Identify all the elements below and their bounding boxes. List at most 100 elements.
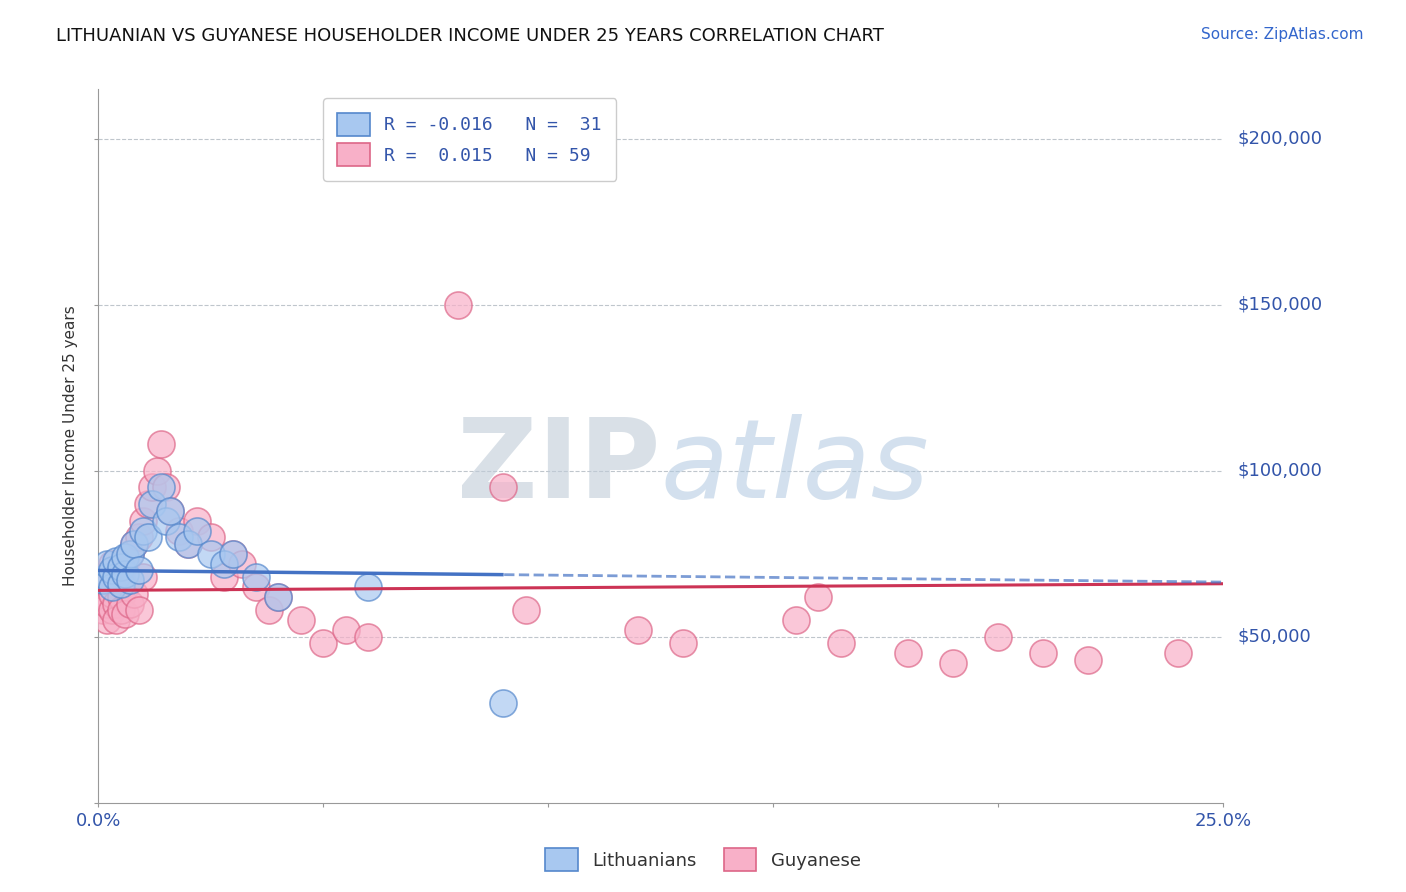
Point	[105, 574, 128, 588]
Legend: R = -0.016   N =  31, R =  0.015   N = 59: R = -0.016 N = 31, R = 0.015 N = 59	[323, 98, 616, 181]
Point	[91, 603, 114, 617]
Y-axis label: Householder Income Under 25 years: Householder Income Under 25 years	[63, 306, 79, 586]
Point	[114, 557, 136, 571]
Point	[942, 657, 965, 671]
Point	[132, 514, 155, 528]
Point	[124, 537, 146, 551]
Point	[118, 547, 141, 561]
Point	[101, 580, 124, 594]
Point	[114, 566, 136, 581]
Point	[222, 547, 245, 561]
Point	[357, 630, 380, 644]
Point	[267, 590, 290, 604]
Point	[105, 597, 128, 611]
Point	[128, 564, 150, 578]
Point	[96, 580, 118, 594]
Point	[186, 514, 208, 528]
Point	[335, 624, 357, 638]
Point	[312, 636, 335, 650]
Point	[118, 547, 141, 561]
Point	[807, 590, 830, 604]
Point	[290, 613, 312, 627]
Point	[110, 560, 132, 574]
Point	[105, 553, 128, 567]
Point	[177, 537, 200, 551]
Point	[101, 603, 124, 617]
Point	[96, 613, 118, 627]
Text: Source: ZipAtlas.com: Source: ZipAtlas.com	[1201, 27, 1364, 42]
Point	[136, 497, 159, 511]
Point	[159, 504, 181, 518]
Text: $200,000: $200,000	[1237, 130, 1322, 148]
Point	[96, 557, 118, 571]
Point	[150, 481, 173, 495]
Point	[672, 636, 695, 650]
Point	[146, 464, 169, 478]
Text: ZIP: ZIP	[457, 414, 661, 521]
Text: atlas: atlas	[661, 414, 929, 521]
Point	[114, 580, 136, 594]
Point	[515, 603, 537, 617]
Point	[110, 576, 132, 591]
Point	[222, 547, 245, 561]
Point	[627, 624, 650, 638]
Point	[492, 696, 515, 710]
Point	[186, 524, 208, 538]
Point	[214, 570, 236, 584]
Point	[492, 481, 515, 495]
Legend: Lithuanians, Guyanese: Lithuanians, Guyanese	[538, 841, 868, 879]
Text: LITHUANIAN VS GUYANESE HOUSEHOLDER INCOME UNDER 25 YEARS CORRELATION CHART: LITHUANIAN VS GUYANESE HOUSEHOLDER INCOM…	[56, 27, 884, 45]
Point	[200, 530, 222, 544]
Point	[447, 298, 470, 312]
Point	[169, 530, 191, 544]
Point	[785, 613, 807, 627]
Point	[155, 481, 177, 495]
Point	[177, 537, 200, 551]
Point	[96, 597, 118, 611]
Point	[357, 580, 380, 594]
Point	[200, 547, 222, 561]
Point	[118, 597, 141, 611]
Point	[110, 570, 132, 584]
Point	[987, 630, 1010, 644]
Point	[141, 497, 163, 511]
Text: $150,000: $150,000	[1237, 296, 1322, 314]
Point	[136, 530, 159, 544]
Point	[101, 587, 124, 601]
Point	[245, 580, 267, 594]
Point	[231, 557, 253, 571]
Point	[101, 564, 124, 578]
Point	[159, 504, 181, 518]
Point	[110, 603, 132, 617]
Text: $100,000: $100,000	[1237, 462, 1322, 480]
Point	[110, 590, 132, 604]
Point	[897, 647, 920, 661]
Point	[132, 524, 155, 538]
Point	[259, 603, 281, 617]
Point	[118, 574, 141, 588]
Point	[114, 607, 136, 621]
Point	[114, 550, 136, 565]
Point	[267, 590, 290, 604]
Point	[96, 570, 118, 584]
Point	[1032, 647, 1054, 661]
Point	[132, 570, 155, 584]
Text: $50,000: $50,000	[1237, 628, 1310, 646]
Point	[124, 537, 146, 551]
Point	[1167, 647, 1189, 661]
Point	[1077, 653, 1099, 667]
Point	[128, 530, 150, 544]
Point	[101, 557, 124, 571]
Point	[245, 570, 267, 584]
Point	[150, 437, 173, 451]
Point	[124, 587, 146, 601]
Point	[105, 613, 128, 627]
Point	[91, 590, 114, 604]
Point	[141, 481, 163, 495]
Point	[155, 514, 177, 528]
Point	[830, 636, 852, 650]
Point	[91, 574, 114, 588]
Point	[128, 603, 150, 617]
Point	[169, 524, 191, 538]
Point	[105, 570, 128, 584]
